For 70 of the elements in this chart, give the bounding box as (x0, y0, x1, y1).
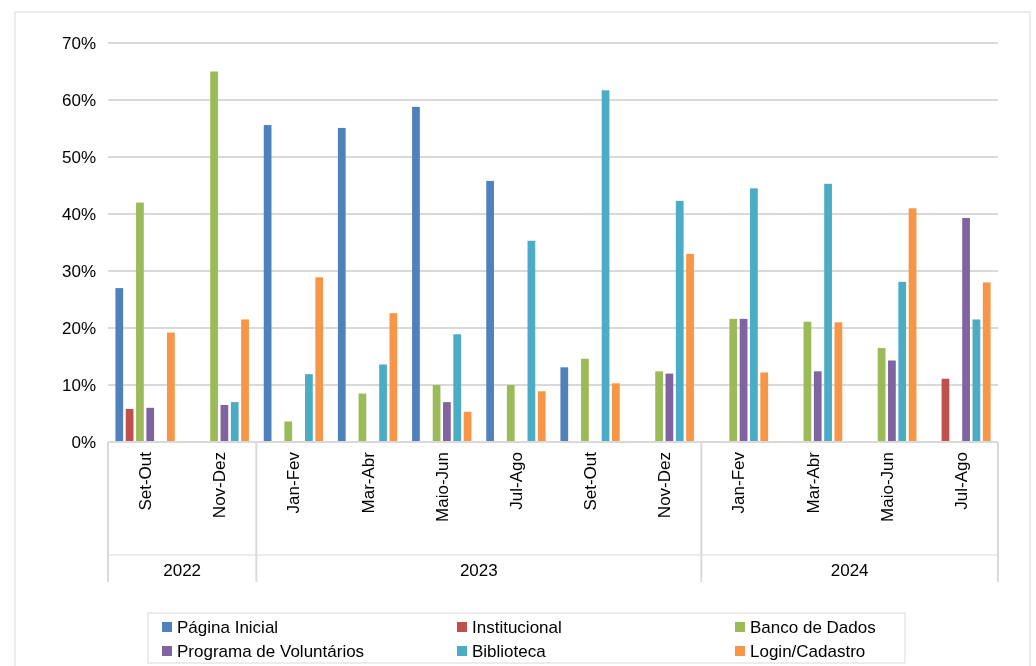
bar (888, 360, 896, 442)
y-tick-label: 50% (61, 147, 96, 167)
bar (908, 208, 917, 442)
x-tick-label: Maio-Jun (432, 452, 452, 522)
y-tick-label: 70% (61, 33, 96, 53)
y-tick-label: 10% (61, 375, 96, 395)
bar (729, 318, 738, 442)
text: 2023 (459, 561, 498, 580)
bar (813, 371, 822, 442)
legend-label: Biblioteca (472, 642, 547, 661)
legend-label: Programa de Voluntários (177, 642, 365, 661)
y-tick-label: 20% (61, 318, 96, 338)
bar (506, 385, 515, 442)
y-tick-label: 0% (71, 432, 96, 452)
x-tick-label: Jan-Fev (284, 451, 304, 514)
bar (284, 421, 293, 442)
bar (412, 106, 420, 442)
x-tick-label: Mar-Abr (358, 451, 378, 514)
bar (305, 374, 313, 442)
bar (739, 318, 748, 442)
bar (315, 277, 324, 442)
bar (972, 319, 981, 442)
x-tick-label: Jul-Ago (506, 452, 526, 510)
bar (898, 281, 907, 442)
bar (686, 253, 694, 442)
bar (760, 372, 769, 442)
x-tick-label: Nov-Dez (210, 452, 230, 519)
bar (453, 334, 462, 442)
bar (486, 180, 494, 442)
bar (527, 240, 536, 442)
bar (115, 288, 124, 442)
x-tick-label: Jul-Ago (951, 452, 971, 510)
bar (210, 71, 218, 442)
y-tick-label: 30% (61, 261, 96, 281)
bar (750, 188, 758, 442)
bar (612, 383, 620, 442)
bar (962, 217, 970, 442)
bar (230, 402, 239, 442)
bar (675, 200, 684, 442)
text: 2022 (163, 561, 202, 580)
x-tick-label: Set-Out (136, 451, 156, 511)
bar (241, 319, 249, 442)
x-tick-label: Nov-Dez (655, 452, 675, 519)
legend-label: Institucional (472, 618, 562, 637)
bar (136, 202, 144, 442)
legend-label: Página Inicial (177, 618, 279, 637)
legend-label: Banco de Dados (750, 618, 876, 637)
bar (824, 183, 832, 442)
x-tick-label: Jan-Fev (729, 451, 749, 514)
bar (337, 127, 346, 442)
bar (379, 364, 387, 442)
bar (389, 313, 398, 442)
bar (537, 391, 546, 442)
x-tick-label: Set-Out (581, 451, 601, 511)
legend-label: Login/Cadastro (750, 642, 866, 661)
bar (834, 322, 843, 442)
text: 2024 (830, 561, 869, 580)
y-tick-label: 60% (61, 90, 96, 110)
bar (655, 371, 663, 442)
bar (167, 332, 175, 442)
x-tick-label: Mar-Abr (803, 451, 823, 514)
bar (560, 367, 569, 442)
bar (581, 358, 589, 442)
x-tick-label: Maio-Jun (877, 452, 897, 522)
y-tick-label: 40% (61, 204, 96, 224)
bar (263, 125, 272, 442)
bar (443, 402, 451, 442)
bar (146, 407, 155, 442)
bar (982, 282, 991, 442)
bar (601, 90, 610, 442)
